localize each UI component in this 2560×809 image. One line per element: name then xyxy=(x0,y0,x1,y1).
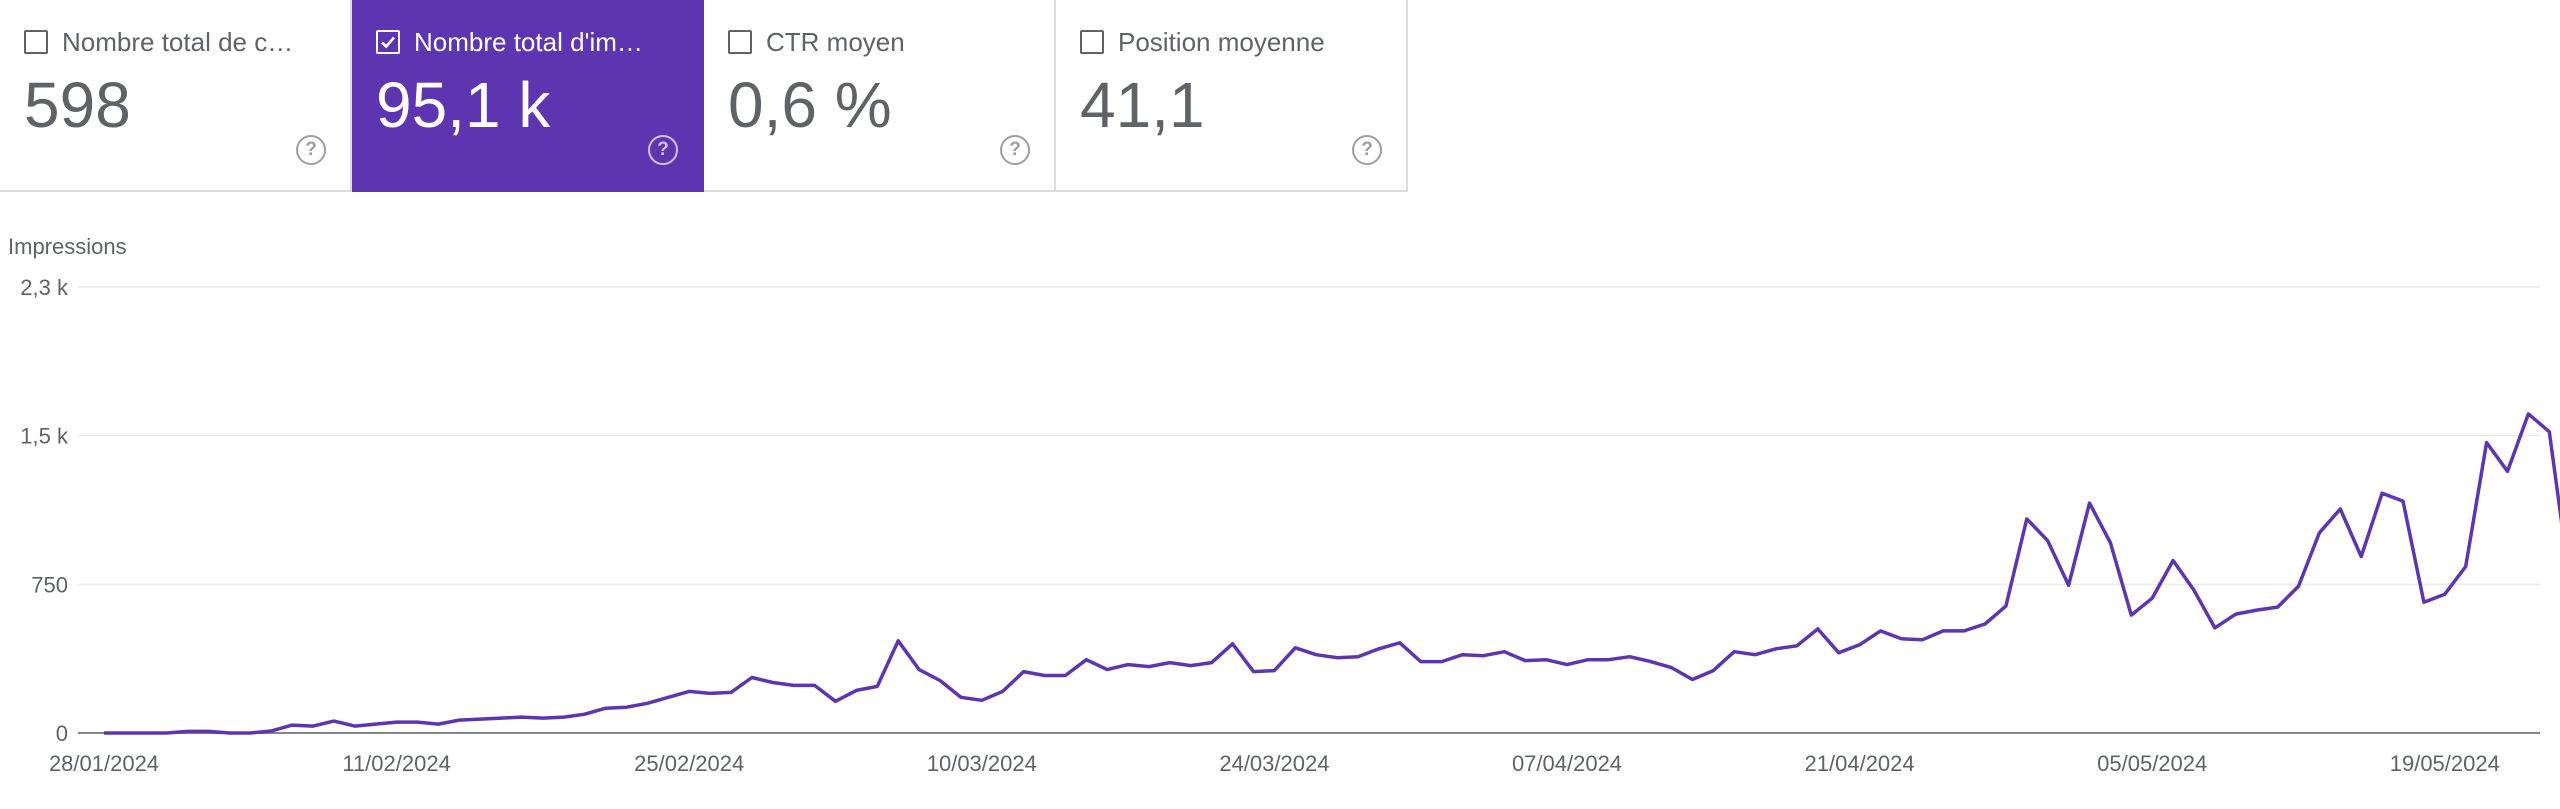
y-tick-label: 0 xyxy=(56,721,68,746)
impressions-line-chart: Impressions 0 750 1,5 k 2,3 k 28/01/2024 11/… xyxy=(8,234,2560,776)
x-axis-ticks: 28/01/2024 11/02/2024 25/02/2024 10/03/2024… xyxy=(49,751,2500,776)
x-tick-label: 24/03/2024 xyxy=(1219,751,1329,776)
metric-value: 95,1 k xyxy=(376,69,551,141)
metric-value: 41,1 xyxy=(1080,69,1205,141)
metric-label: CTR moyen xyxy=(766,27,905,57)
x-tick-label: 10/03/2024 xyxy=(927,751,1037,776)
series-group xyxy=(103,412,2560,735)
metric-card-impressions[interactable]: Nombre total d'im… 95,1 k ? xyxy=(352,0,704,192)
y-axis-title: Impressions xyxy=(8,234,127,259)
checkbox-unchecked-icon[interactable] xyxy=(1080,30,1104,54)
metric-card-clicks[interactable]: Nombre total de c… 598 ? xyxy=(0,0,352,192)
grid-lines xyxy=(78,286,2540,734)
checkbox-unchecked-icon[interactable] xyxy=(24,30,48,54)
x-tick-label: 19/05/2024 xyxy=(2390,751,2500,776)
series-line-impressions xyxy=(104,412,2560,735)
x-tick-label: 28/01/2024 xyxy=(49,751,159,776)
y-tick-label: 1,5 k xyxy=(20,424,69,449)
metric-value: 0,6 % xyxy=(728,69,892,141)
y-tick-label: 750 xyxy=(31,572,68,597)
metric-label: Nombre total de c… xyxy=(62,27,294,57)
x-tick-label: 07/04/2024 xyxy=(1512,751,1622,776)
x-tick-label: 25/02/2024 xyxy=(634,751,744,776)
help-circle-icon[interactable]: ? xyxy=(296,135,326,165)
help-circle-icon[interactable]: ? xyxy=(1352,135,1382,165)
help-circle-icon[interactable]: ? xyxy=(648,135,678,165)
metric-label: Position moyenne xyxy=(1118,27,1325,57)
x-tick-label: 21/04/2024 xyxy=(1805,751,1915,776)
checkbox-checked-icon[interactable] xyxy=(376,30,400,54)
metric-card-position[interactable]: Position moyenne 41,1 ? xyxy=(1056,0,1408,192)
y-axis-ticks: 0 750 1,5 k 2,3 k xyxy=(20,275,69,746)
metric-cards: Nombre total de c… 598 ? Nombre total d'… xyxy=(0,0,1408,193)
metric-label: Nombre total d'im… xyxy=(414,27,643,57)
help-circle-icon[interactable]: ? xyxy=(1000,135,1030,165)
metric-value: 598 xyxy=(24,69,131,141)
metric-card-ctr[interactable]: CTR moyen 0,6 % ? xyxy=(704,0,1056,192)
y-tick-label: 2,3 k xyxy=(20,275,69,300)
checkbox-unchecked-icon[interactable] xyxy=(728,30,752,54)
x-tick-label: 05/05/2024 xyxy=(2097,751,2207,776)
x-tick-label: 11/02/2024 xyxy=(342,751,450,776)
